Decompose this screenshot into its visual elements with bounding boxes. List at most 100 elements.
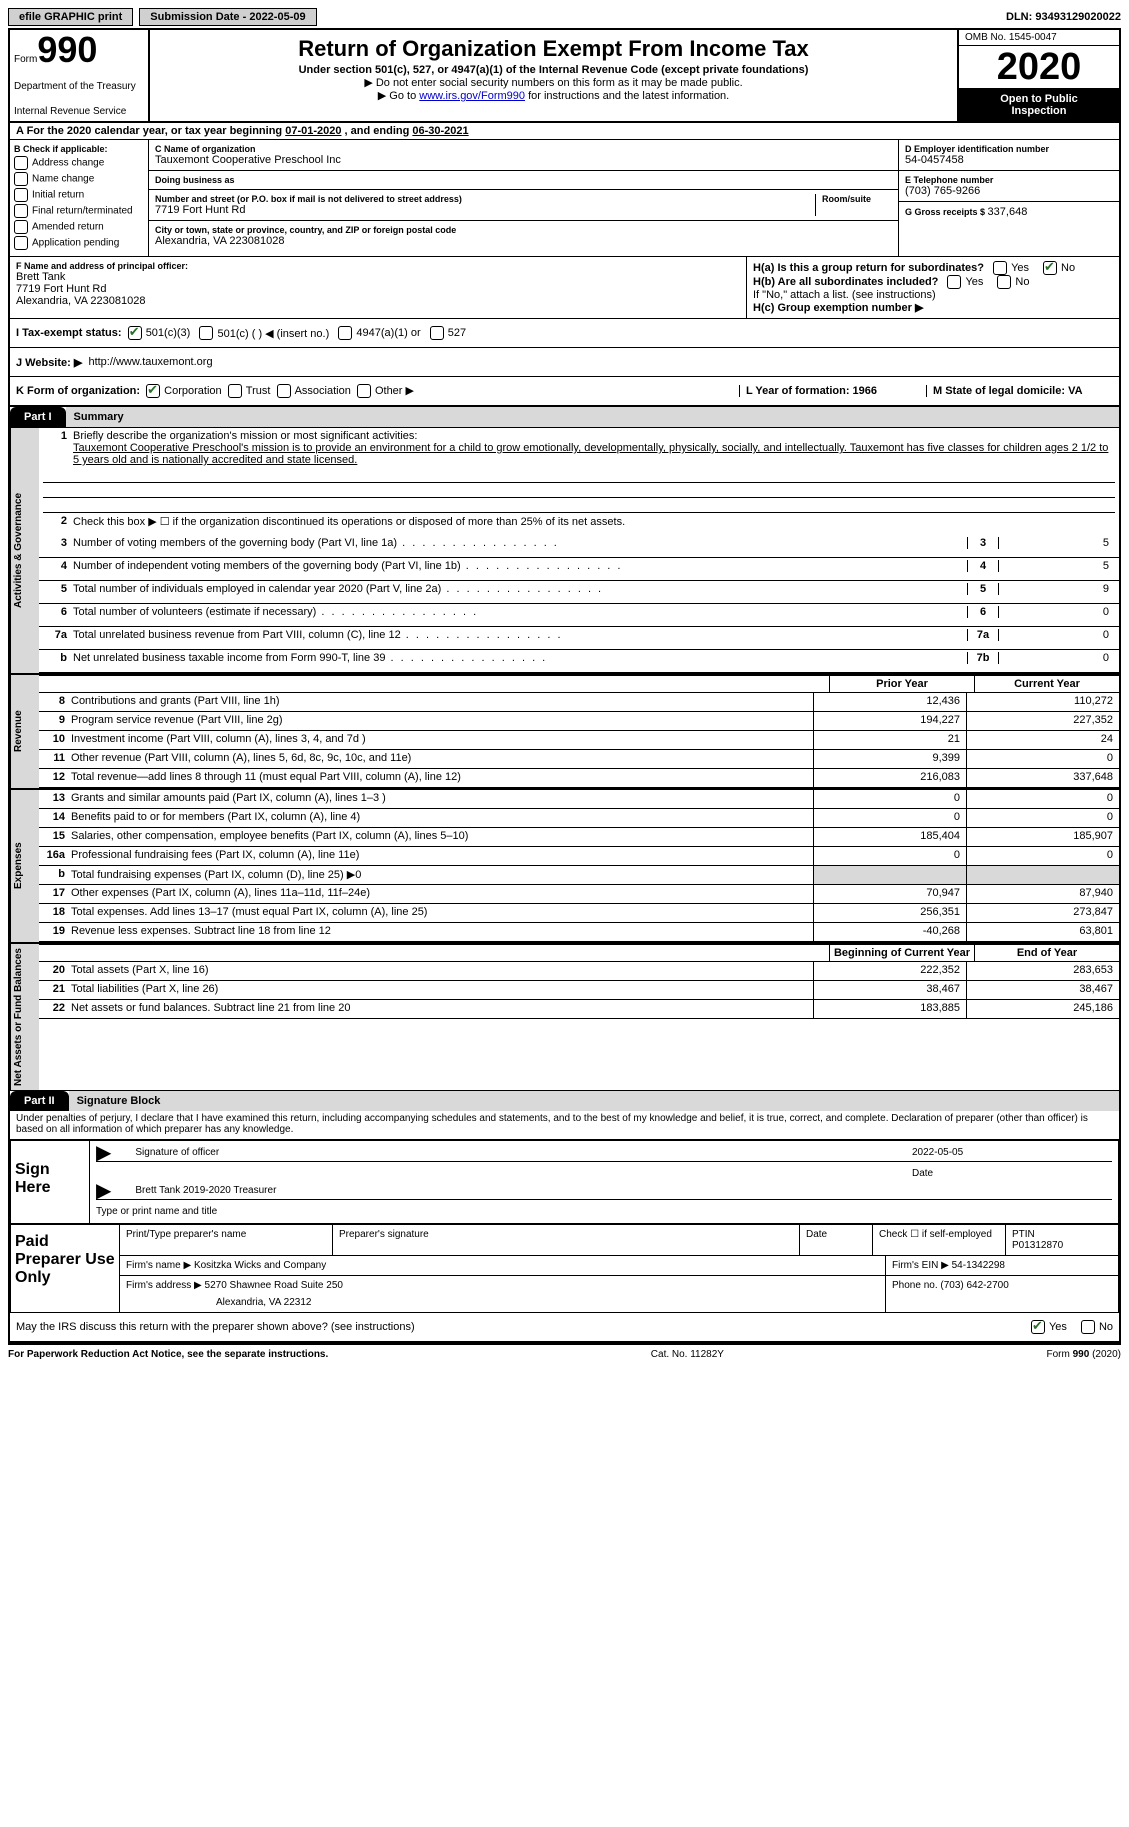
f-hdr: F Name and address of principal officer: xyxy=(16,261,740,271)
firm-addr-hdr: Firm's address ▶ xyxy=(126,1280,205,1291)
checkbox-icon[interactable] xyxy=(1043,261,1057,275)
checkbox-icon[interactable] xyxy=(993,261,1007,275)
checkbox-icon[interactable] xyxy=(146,384,160,398)
i-4947: 4947(a)(1) or xyxy=(356,327,420,339)
k-trust: Trust xyxy=(246,385,271,397)
form-frame: Form990 Department of the Treasury Inter… xyxy=(8,28,1121,1345)
city-hdr: City or town, state or province, country… xyxy=(155,225,892,235)
checkbox-icon[interactable] xyxy=(199,326,213,340)
col-end: End of Year xyxy=(974,945,1119,961)
b-opt-5[interactable]: Application pending xyxy=(14,236,144,250)
dln-label: DLN: xyxy=(1006,11,1035,23)
b-opt-1[interactable]: Name change xyxy=(14,172,144,186)
mission-text: Tauxemont Cooperative Preschool's missio… xyxy=(73,442,1115,466)
header-left: Form990 Department of the Treasury Inter… xyxy=(10,30,150,121)
sig-line-1: ▶ Signature of officer 2022-05-05 xyxy=(96,1147,1112,1162)
h-c: H(c) Group exemption number ▶ xyxy=(753,301,1113,314)
gov-row: 3Number of voting members of the governi… xyxy=(39,535,1119,558)
b-opt-2[interactable]: Initial return xyxy=(14,188,144,202)
addr-hdr: Number and street (or P.O. box if mail i… xyxy=(155,194,809,204)
b-opt-3[interactable]: Final return/terminated xyxy=(14,204,144,218)
checkbox-icon[interactable] xyxy=(430,326,444,340)
website: http://www.tauxemont.org xyxy=(88,356,212,368)
irs-link[interactable]: www.irs.gov/Form990 xyxy=(419,90,525,102)
checkbox-icon[interactable] xyxy=(1031,1320,1045,1334)
checkbox-icon[interactable] xyxy=(338,326,352,340)
checkbox-icon[interactable] xyxy=(997,275,1011,289)
section-fh: F Name and address of principal officer:… xyxy=(10,257,1119,319)
checkbox-icon xyxy=(14,188,28,202)
header-right: OMB No. 1545-0047 2020 Open to Public In… xyxy=(957,30,1119,121)
ptin: P01312870 xyxy=(1012,1240,1112,1251)
fin-row: 12Total revenue—add lines 8 through 11 (… xyxy=(39,769,1119,788)
header-mid: Return of Organization Exempt From Incom… xyxy=(150,30,957,121)
checkbox-icon[interactable] xyxy=(947,275,961,289)
k-corp: Corporation xyxy=(164,385,221,397)
top-bar: efile GRAPHIC print Submission Date - 20… xyxy=(8,8,1121,26)
submission-label: Submission Date - xyxy=(150,11,249,23)
footer-right: Form 990 (2020) xyxy=(1047,1349,1121,1360)
l-year: L Year of formation: 1966 xyxy=(746,385,877,397)
fin-row: 9Program service revenue (Part VIII, lin… xyxy=(39,712,1119,731)
q1-row: 1 Briefly describe the organization's mi… xyxy=(39,428,1119,468)
omb-number: OMB No. 1545-0047 xyxy=(959,30,1119,46)
tax-year: 2020 xyxy=(959,46,1119,89)
e-hdr: E Telephone number xyxy=(905,175,1113,185)
line-a-begin: 07-01-2020 xyxy=(285,125,341,137)
sig-date: 2022-05-05 xyxy=(912,1147,1112,1159)
paid-preparer-block: Paid Preparer Use Only Print/Type prepar… xyxy=(10,1224,1119,1313)
hb-label: H(b) Are all subordinates included? xyxy=(753,276,938,288)
m-state: M State of legal domicile: VA xyxy=(933,385,1083,397)
firm-ein-hdr: Firm's EIN ▶ xyxy=(892,1260,952,1271)
prep-sig-hdr: Preparer's signature xyxy=(333,1225,800,1255)
k-other: Other ▶ xyxy=(375,385,414,397)
blank-line-3 xyxy=(43,498,1115,513)
firm-phone: (703) 642-2700 xyxy=(940,1280,1008,1291)
fin-row: 21Total liabilities (Part X, line 26)38,… xyxy=(39,981,1119,1000)
sig-line-2: ▶ Brett Tank 2019-2020 Treasurer xyxy=(96,1185,1112,1200)
line-j: J Website: ▶ http://www.tauxemont.org xyxy=(10,348,1119,377)
checkbox-icon xyxy=(14,220,28,234)
c-name-block: C Name of organization Tauxemont Coopera… xyxy=(149,140,898,171)
checkbox-icon[interactable] xyxy=(277,384,291,398)
checkbox-icon[interactable] xyxy=(228,384,242,398)
inspect-1: Open to Public xyxy=(963,93,1115,105)
q2-row: 2 Check this box ▶ ☐ if the organization… xyxy=(39,513,1119,535)
fin-row: 17Other expenses (Part IX, column (A), l… xyxy=(39,885,1119,904)
i-527: 527 xyxy=(448,327,466,339)
b-opt-0[interactable]: Address change xyxy=(14,156,144,170)
line-a-end: 06-30-2021 xyxy=(412,125,468,137)
inspect-2: Inspection xyxy=(963,105,1115,117)
org-address: 7719 Fort Hunt Rd xyxy=(155,204,809,216)
checkbox-icon[interactable] xyxy=(128,326,142,340)
room-hdr: Room/suite xyxy=(822,194,892,204)
b-opt-4[interactable]: Amended return xyxy=(14,220,144,234)
prep-check: Check ☐ if self-employed xyxy=(873,1225,1006,1255)
f-block: F Name and address of principal officer:… xyxy=(10,257,746,318)
gov-row: bNet unrelated business taxable income f… xyxy=(39,650,1119,673)
submission-button[interactable]: Submission Date - 2022-05-09 xyxy=(139,8,316,26)
gov-row: 6Total number of volunteers (estimate if… xyxy=(39,604,1119,627)
prep-name-hdr: Print/Type preparer's name xyxy=(120,1225,333,1255)
instr2-post: for instructions and the latest informat… xyxy=(525,90,729,102)
gov-row: 5Total number of individuals employed in… xyxy=(39,581,1119,604)
may-irs-text: May the IRS discuss this return with the… xyxy=(16,1321,1025,1333)
may-irs-row: May the IRS discuss this return with the… xyxy=(10,1313,1119,1343)
col-b: B Check if applicable: Address change Na… xyxy=(10,140,149,256)
i-501c: 501(c) ( ) ◀ (insert no.) xyxy=(217,327,329,340)
firm-addr1: 5270 Shawnee Road Suite 250 xyxy=(205,1280,343,1291)
checkbox-icon[interactable] xyxy=(357,384,371,398)
line-a-mid: , and ending xyxy=(341,125,412,137)
fin-row: 18Total expenses. Add lines 13–17 (must … xyxy=(39,904,1119,923)
dln: DLN: 93493129020022 xyxy=(1006,11,1121,23)
officer-addr1: 7719 Fort Hunt Rd xyxy=(16,283,740,295)
part2-tab: Part II xyxy=(10,1091,69,1111)
checkbox-icon[interactable] xyxy=(1081,1320,1095,1334)
col-prior: Prior Year xyxy=(829,676,974,692)
print-name: Brett Tank 2019-2020 Treasurer xyxy=(135,1185,276,1197)
expenses-section: Expenses 13Grants and similar amounts pa… xyxy=(10,789,1119,943)
dba-hdr: Doing business as xyxy=(155,175,892,185)
line-a-pre: A For the 2020 calendar year, or tax yea… xyxy=(16,125,285,137)
fin-row: bTotal fundraising expenses (Part IX, co… xyxy=(39,866,1119,885)
efile-button[interactable]: efile GRAPHIC print xyxy=(8,8,133,26)
